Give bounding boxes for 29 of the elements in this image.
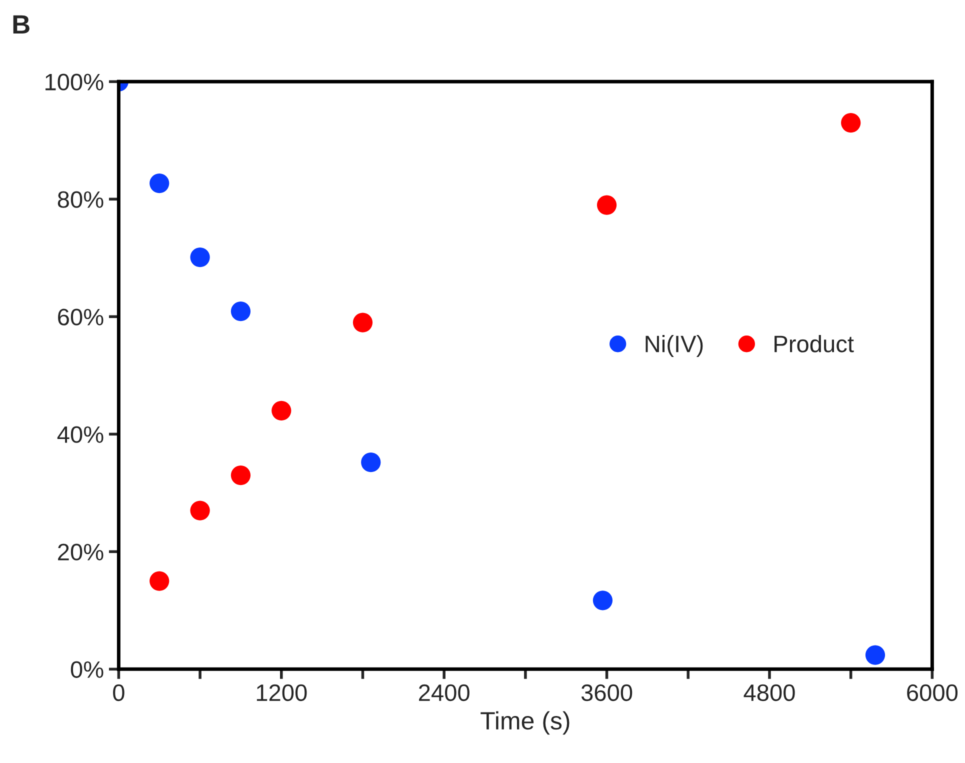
point — [150, 173, 170, 194]
point — [361, 452, 381, 472]
point — [230, 465, 251, 486]
y-tick-label: 0% — [70, 661, 104, 678]
x-tick-label: 1200 — [256, 684, 307, 702]
legend-label: Ni(IV) — [646, 335, 703, 358]
point — [190, 500, 210, 520]
y-tick-label: 20% — [58, 544, 104, 560]
x-tick-label: 3600 — [581, 684, 632, 702]
legend-label: Product — [774, 335, 854, 352]
point — [596, 195, 617, 215]
x-tick-label: 6000 — [907, 684, 958, 702]
point — [865, 645, 886, 665]
point — [272, 400, 292, 420]
y-tick-label: 100% — [46, 74, 104, 90]
x-axis-title: Time (s) — [480, 711, 570, 735]
y-tick-label: 40% — [57, 426, 104, 443]
y-tick-label: 60% — [58, 308, 104, 326]
point — [592, 590, 613, 610]
x-tick-label: 4800 — [744, 684, 795, 702]
point — [150, 571, 170, 591]
point — [190, 247, 210, 268]
point — [841, 112, 861, 133]
point — [230, 302, 251, 322]
chart-title: B — [13, 15, 30, 34]
x-tick-label: 0 — [113, 684, 124, 702]
y-tick-label: 80% — [58, 191, 104, 208]
x-tick-label: 2400 — [419, 684, 470, 702]
point — [352, 312, 373, 332]
